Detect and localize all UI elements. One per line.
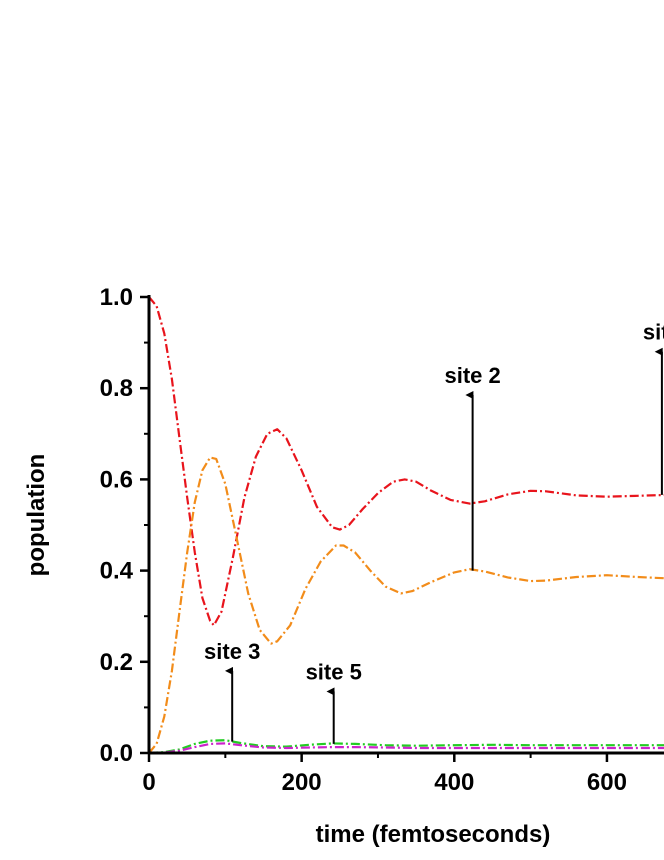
y-axis-label: population [23, 454, 50, 577]
annotation-label-2: site [643, 320, 664, 345]
ticks: 0 200 400 600 0.0 0.2 0.4 0.6 0.8 1.0 [100, 284, 627, 796]
annotation-label-3: site 3 [204, 639, 260, 664]
x-tick-label: 400 [434, 769, 474, 796]
series-line-2 [149, 456, 664, 753]
y-tick-label: 0.6 [100, 466, 133, 493]
y-tick-label: 0.2 [100, 649, 133, 676]
axes [147, 295, 664, 755]
annotation-label-1: site 2 [444, 363, 500, 388]
x-axis-label: time (femtoseconds) [316, 821, 551, 848]
annotation-label-4: site 5 [306, 659, 362, 684]
y-tick-label: 0.4 [100, 558, 134, 585]
x-tick-label: 0 [142, 769, 155, 796]
y-tick-label: 1.0 [100, 284, 133, 311]
series-layer [149, 296, 664, 753]
annotations: site 2 site site 3 site 5 [204, 320, 664, 744]
series-line-1 [149, 296, 664, 627]
x-tick-label: 600 [587, 769, 627, 796]
series-line-3 [149, 739, 664, 753]
y-tick-label: 0.0 [100, 740, 133, 767]
series-line-4 [149, 742, 664, 753]
y-tick-label: 0.8 [100, 375, 133, 402]
x-tick-label: 200 [282, 769, 322, 796]
